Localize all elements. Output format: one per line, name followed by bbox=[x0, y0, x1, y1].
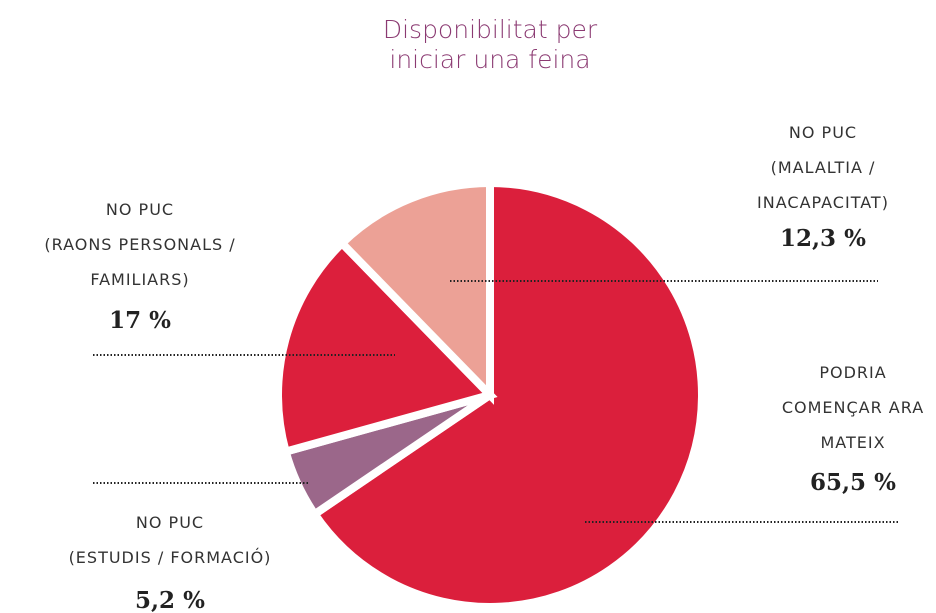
slice-label: NO PUC (MALALTIA / INACAPACITAT) bbox=[757, 123, 889, 212]
slice-label: NO PUC (ESTUDIS / FORMACIÓ) bbox=[69, 513, 272, 567]
value-label: 17 % bbox=[109, 307, 171, 334]
slice-label: NO PUC (RAONS PERSONALS / FAMILIARS) bbox=[44, 200, 235, 289]
slice-label: PODRIA COMENÇAR ARA MATEIX bbox=[782, 363, 924, 452]
pie-slice bbox=[274, 237, 498, 457]
value-label: 65,5 % bbox=[810, 469, 896, 496]
value-label: 5,2 % bbox=[135, 587, 205, 613]
pie-slice bbox=[336, 178, 494, 405]
chart-title: Disponibilitat per iniciar una feina bbox=[383, 15, 598, 74]
pie-slice bbox=[309, 178, 706, 611]
value-label: 12,3 % bbox=[780, 225, 866, 252]
